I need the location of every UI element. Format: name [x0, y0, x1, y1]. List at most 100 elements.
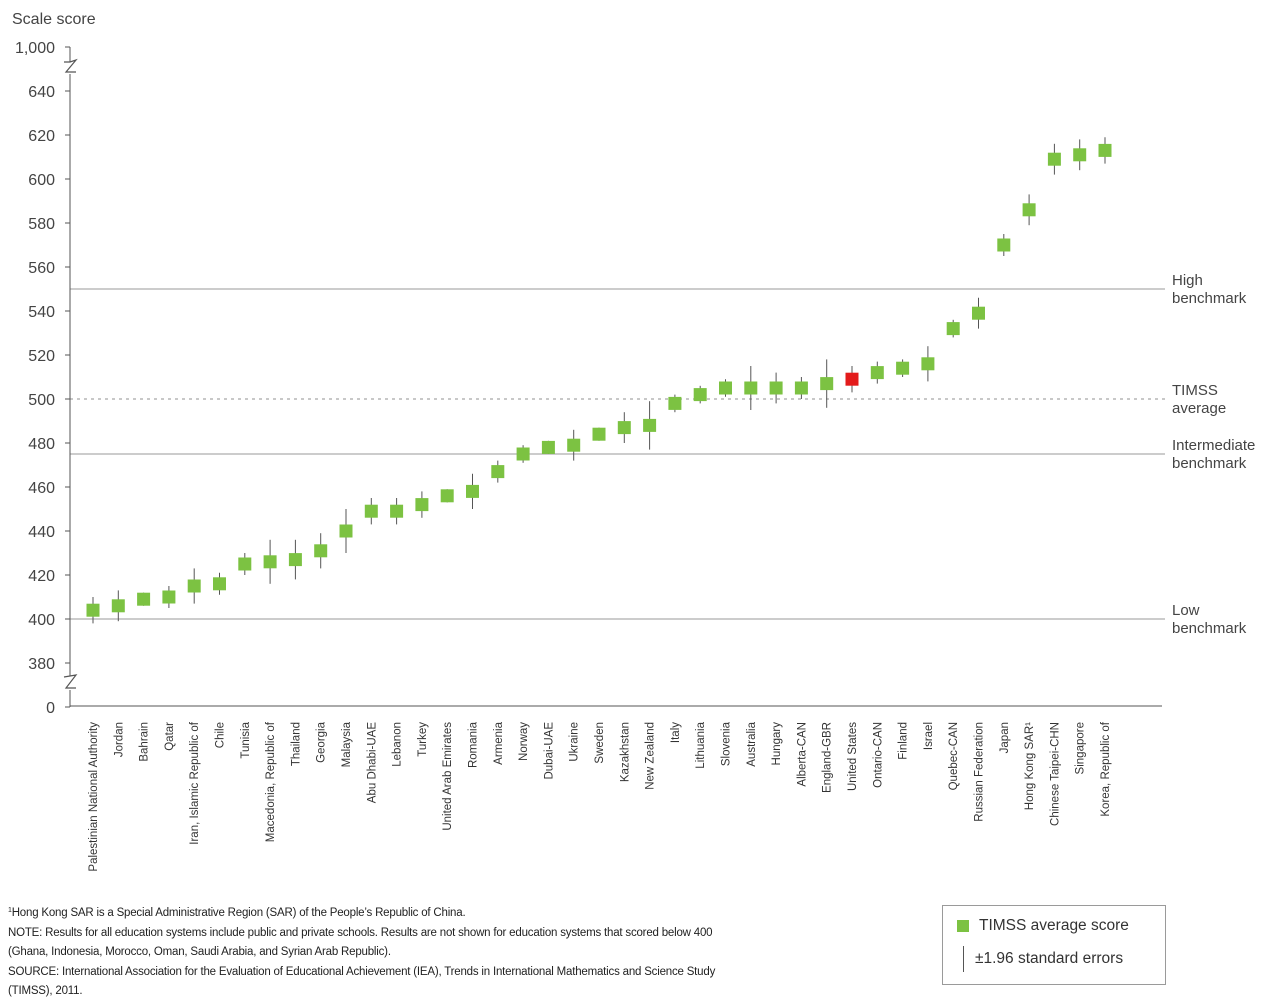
category-label: Tunisia: [240, 721, 252, 758]
score-marker: [541, 440, 555, 454]
error-bar-icon: [963, 946, 964, 972]
y-axis: 0 380 400 420 440 460 480 500 520 540 560 580 600 620…: [12, 11, 1162, 717]
legend-item-error: ±1.96 standard errors: [957, 946, 1123, 972]
category-label: Georgia: [316, 721, 328, 763]
score-marker: [440, 489, 454, 503]
source-line-2: (TIMSS), 2011.: [8, 985, 83, 997]
score-marker: [187, 579, 201, 593]
category-label: Lithuania: [695, 721, 707, 768]
category-label: Chinese Taipei-CHN: [1049, 722, 1061, 826]
score-marker: [997, 238, 1011, 252]
footnote: 1Hong Kong SAR is a Special Administrati…: [8, 901, 798, 924]
category-label: Japan: [999, 722, 1011, 753]
reference-label: average: [1172, 400, 1226, 417]
category-label: Alberta-CAN: [796, 722, 808, 787]
score-marker: [137, 592, 151, 606]
score-marker: [719, 381, 732, 395]
y-tick-label: 440: [28, 524, 55, 541]
category-label: Jordan: [113, 722, 125, 757]
y-tick-label: 0: [46, 700, 55, 717]
y-tick-label: 500: [28, 392, 55, 409]
category-label: Singapore: [1075, 722, 1087, 774]
reference-label: High: [1172, 272, 1203, 289]
axis-break-icon: [63, 674, 78, 689]
score-marker: [820, 377, 834, 391]
y-tick-label: 640: [28, 84, 55, 101]
score-marker: [643, 418, 657, 432]
category-label: Thailand: [290, 722, 302, 766]
category-label: Sweden: [594, 722, 606, 764]
source-line-1: SOURCE: International Association for th…: [8, 965, 716, 978]
y-tick-label: 560: [28, 260, 55, 277]
reference-label: TIMSS: [1172, 382, 1218, 399]
category-label: Hungary: [771, 722, 783, 766]
category-label: New Zealand: [645, 722, 657, 790]
scores-chart: HighbenchmarkTIMSSaverageIntermediateben…: [12, 11, 1255, 872]
category-label: Romania: [468, 721, 480, 768]
score-marker: [263, 555, 277, 569]
score-marker: [339, 524, 353, 538]
category-label: Macedonia, Republic of: [265, 721, 277, 842]
y-tick-label: 1,000: [15, 40, 55, 57]
legend-label-error: ±1.96 standard errors: [975, 950, 1124, 967]
category-label: Iran, Islamic Republic of: [189, 721, 201, 845]
score-marker: [86, 603, 100, 617]
score-marker: [213, 577, 226, 591]
score-marker: [1098, 143, 1112, 157]
score-marker: [617, 421, 631, 435]
score-marker: [390, 504, 404, 518]
footnote-marker: 1: [8, 907, 12, 914]
score-marker: [921, 357, 935, 371]
category-label: Malaysia: [341, 721, 353, 767]
category-labels: Palestinian National Authority Jordan Bahr…: [88, 721, 1112, 871]
score-marker: [111, 599, 125, 613]
chart-notes: 1Hong Kong SAR is a Special Administrati…: [8, 901, 798, 1002]
category-label: Italy: [670, 722, 682, 743]
category-label: United Arab Emirates: [442, 722, 454, 831]
category-label: Australia: [746, 721, 758, 766]
score-marker: [1047, 152, 1061, 166]
category-label: Bahrain: [139, 722, 151, 762]
score-marker: [364, 504, 378, 518]
data-points: [86, 137, 1112, 624]
footnote-text: Hong Kong SAR is a Special Administrativ…: [11, 907, 466, 919]
reference-label: benchmark: [1172, 620, 1247, 637]
score-marker: [288, 553, 302, 567]
y-tick-label: 380: [28, 656, 55, 673]
category-label: Abu Dhabi-UAE: [366, 722, 378, 804]
category-label: Armenia: [493, 721, 505, 764]
y-tick-label: 420: [28, 568, 55, 585]
y-tick-label: 540: [28, 304, 55, 321]
legend-label-average: TIMSS average score: [979, 917, 1129, 934]
category-label: Kazakhstan: [619, 722, 631, 782]
note-line-1: NOTE: Results for all education systems …: [8, 926, 713, 939]
score-marker: [870, 366, 884, 380]
y-tick-label: 400: [28, 612, 55, 629]
category-label: Israel: [923, 722, 935, 750]
score-marker: [744, 381, 758, 395]
green-square-icon: [957, 920, 969, 932]
score-marker: [314, 544, 328, 558]
score-marker: [162, 590, 176, 604]
score-marker: [972, 306, 985, 320]
y-tick-label: 520: [28, 348, 55, 365]
category-label: Ukraine: [569, 722, 581, 762]
score-marker: [693, 388, 707, 402]
score-marker: [769, 381, 783, 395]
category-label: Hong Kong SAR¹: [1024, 722, 1036, 810]
y-tick-label: 620: [28, 128, 55, 145]
score-marker: [896, 361, 910, 375]
category-label: Qatar: [164, 722, 176, 751]
y-tick-label: 580: [28, 216, 55, 233]
category-label: England-GBR: [822, 722, 834, 793]
category-label: Ontario-CAN: [872, 722, 884, 788]
score-marker: [491, 465, 505, 479]
score-marker: [845, 372, 859, 386]
category-label: Korea, Republic of: [1100, 721, 1112, 816]
category-label: Russian Federation: [974, 722, 986, 822]
category-label: Turkey: [417, 722, 429, 757]
score-marker: [946, 322, 960, 336]
y-tick-label: 600: [28, 172, 55, 189]
reference-label: benchmark: [1172, 455, 1247, 472]
note-line-2: (Ghana, Indonesia, Morocco, Oman, Saudi …: [8, 946, 391, 958]
